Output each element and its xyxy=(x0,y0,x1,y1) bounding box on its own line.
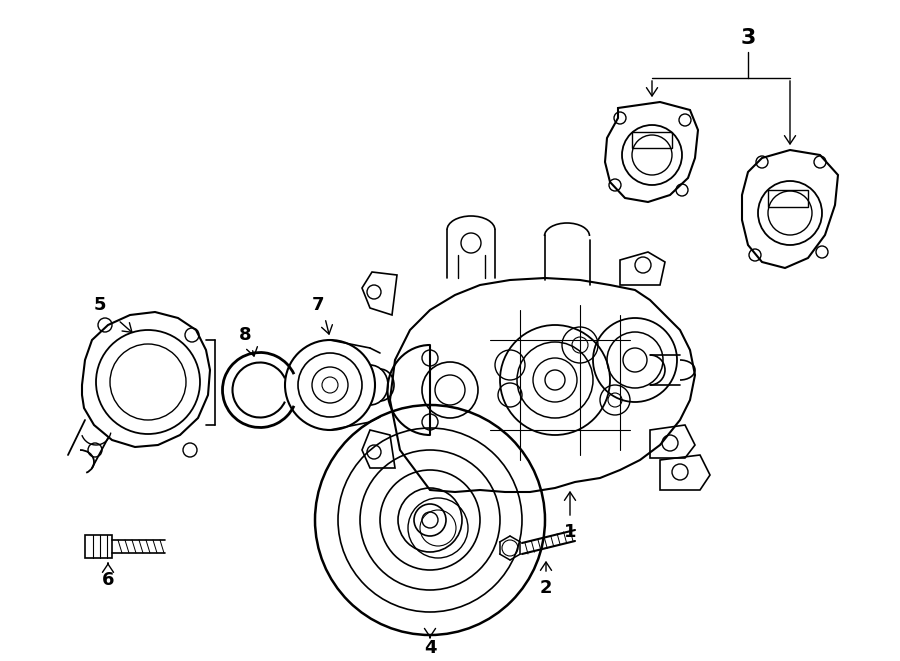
Text: 1: 1 xyxy=(563,523,576,541)
Text: 2: 2 xyxy=(540,579,553,597)
Text: 4: 4 xyxy=(424,639,436,657)
Text: 6: 6 xyxy=(102,571,114,589)
Text: 8: 8 xyxy=(238,326,251,344)
Text: 7: 7 xyxy=(311,296,324,314)
Text: 3: 3 xyxy=(741,28,756,48)
Text: 5: 5 xyxy=(94,296,106,314)
